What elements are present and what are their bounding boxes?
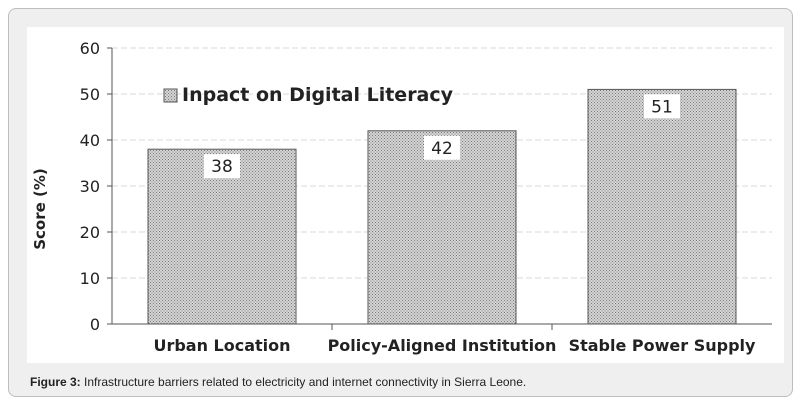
figure-caption: Figure 3: Infrastructure barriers relate… xyxy=(30,375,526,389)
y-tick-label: 0 xyxy=(90,315,100,334)
data-label: 51 xyxy=(651,97,673,117)
x-tick-label: Stable Power Supply xyxy=(569,336,756,355)
caption-label: Figure 3: xyxy=(30,375,81,389)
bar xyxy=(587,88,737,325)
x-tick-label: Urban Location xyxy=(153,336,290,355)
x-tick-label: Policy-Aligned Institution xyxy=(328,336,557,355)
x-tick-labels: Urban Location Policy-Aligned Institution… xyxy=(153,336,756,355)
caption-text: Infrastructure barriers related to elect… xyxy=(80,375,527,389)
y-tick-label: 10 xyxy=(80,269,100,288)
bar-chart: 0 10 20 30 40 50 60 Urban Location Policy-Align… xyxy=(31,39,772,355)
legend-swatch xyxy=(163,88,178,103)
data-label-box xyxy=(424,135,460,160)
legend: Inpact on Digital Literacy xyxy=(163,84,454,106)
y-tick-label: 40 xyxy=(80,131,100,150)
legend-label: Inpact on Digital Literacy xyxy=(182,84,454,106)
data-labels: 38 42 51 xyxy=(204,94,680,179)
y-tick-label: 20 xyxy=(80,223,100,242)
data-label: 42 xyxy=(431,139,453,159)
chart-panel: 0 10 20 30 40 50 60 Urban Location Policy-Align… xyxy=(27,27,784,363)
bars xyxy=(147,88,737,325)
data-label: 38 xyxy=(211,157,233,177)
axes xyxy=(107,47,772,330)
data-label-box xyxy=(644,94,680,119)
bar xyxy=(147,148,297,325)
y-tick-label: 50 xyxy=(80,85,100,104)
y-tick-label: 30 xyxy=(80,177,100,196)
y-tick-labels: 0 10 20 30 40 50 60 xyxy=(80,39,100,334)
data-label-box xyxy=(204,154,240,179)
y-axis-label: Score (%) xyxy=(31,168,49,250)
y-tick-label: 60 xyxy=(80,39,100,58)
figure-frame: 0 10 20 30 40 50 60 Urban Location Policy-Align… xyxy=(8,8,793,397)
